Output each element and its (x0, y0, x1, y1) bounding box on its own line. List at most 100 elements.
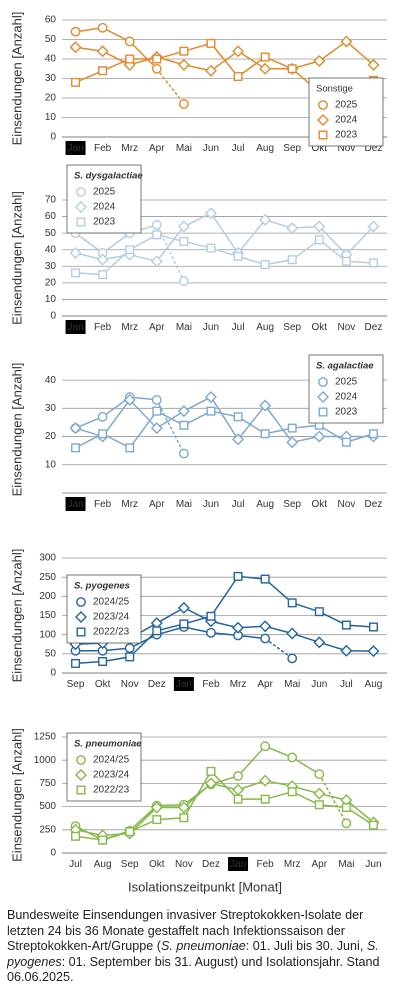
marker (98, 429, 108, 439)
legend-label: 2025 (93, 187, 116, 198)
marker (314, 800, 324, 810)
y-tick-label: 250 (39, 824, 56, 835)
x-tick-label: Aug (256, 499, 274, 510)
legend-label: 2023/24 (93, 612, 130, 623)
marker (286, 222, 299, 235)
y-tick-label: 50 (45, 648, 57, 659)
legend-label: 2023/24 (93, 770, 130, 781)
y-axis-label: Einsendungen [Anzahl] (9, 728, 24, 862)
marker (69, 41, 82, 54)
marker (69, 422, 82, 435)
marker (177, 601, 190, 614)
x-tick-label: Dez (365, 499, 383, 510)
marker (97, 411, 108, 422)
x-tick-label: Apr (149, 143, 165, 154)
y-tick-label: 10 (45, 112, 57, 123)
marker (259, 399, 272, 412)
caption-text: Bundesweite Einsendungen invasiver Strep… (7, 908, 364, 953)
legend-label: 2022/23 (93, 627, 130, 638)
legend-label: 2024 (335, 115, 358, 126)
legend-label: 2024/25 (93, 755, 130, 766)
x-tick-label: Feb (94, 143, 112, 154)
marker (287, 598, 297, 608)
marker (150, 422, 163, 435)
y-tick-label: 60 (45, 15, 57, 26)
x-tick-label: Mrz (121, 322, 138, 333)
marker (204, 64, 217, 77)
x-tick-label: Mai (284, 679, 300, 690)
x-tick-label: Nov (337, 322, 355, 333)
caption-text: : 01. September bis 31. August) und Isol… (7, 954, 380, 985)
x-tick-label: Jan (230, 859, 246, 870)
x-tick-label: Feb (94, 322, 112, 333)
y-tick-label: 1250 (34, 732, 57, 743)
marker (178, 448, 189, 459)
marker (75, 769, 87, 781)
marker (260, 429, 270, 439)
marker (233, 412, 243, 422)
series-line (75, 234, 374, 276)
x-tick-label: Aug (256, 322, 274, 333)
legend-label: 2023 (335, 130, 358, 141)
series-line (75, 27, 158, 70)
legend-label: 2024 (93, 202, 116, 213)
marker (76, 785, 86, 795)
marker (287, 64, 297, 74)
marker (152, 406, 162, 416)
marker (233, 571, 243, 581)
series-line (75, 770, 374, 841)
y-axis-label: Einsendungen [Anzahl] (9, 191, 24, 325)
series-line (75, 224, 158, 254)
x-tick-label: Jan (67, 322, 83, 333)
marker (179, 619, 189, 629)
marker (125, 652, 135, 662)
marker (260, 574, 270, 584)
marker (232, 45, 245, 58)
marker (125, 245, 135, 255)
x-tick-label: Feb (202, 679, 220, 690)
x-tick-label: Jun (365, 859, 381, 870)
x-tick-label: Dez (148, 679, 166, 690)
marker (123, 393, 136, 406)
x-tick-label: Okt (312, 322, 328, 333)
legend-label: 2023 (93, 217, 116, 228)
marker (206, 243, 216, 253)
x-tick-label: Nov (337, 143, 355, 154)
x-tick-label: Apr (149, 322, 165, 333)
marker (179, 813, 189, 823)
marker (151, 219, 162, 230)
marker (368, 820, 378, 830)
marker (98, 657, 108, 667)
y-tick-label: 20 (45, 277, 57, 288)
marker (233, 251, 243, 261)
y-tick-label: 150 (39, 610, 56, 621)
marker (124, 643, 135, 653)
x-tick-label: Sep (283, 499, 301, 510)
marker (152, 626, 162, 636)
marker (125, 443, 135, 453)
y-tick-label: 40 (45, 244, 57, 255)
marker (287, 787, 297, 797)
series-line (75, 40, 374, 72)
marker (259, 620, 272, 633)
marker (204, 391, 217, 404)
marker (232, 621, 245, 634)
marker (260, 741, 271, 752)
marker (318, 407, 328, 417)
marker (314, 235, 324, 245)
marker (286, 627, 299, 640)
legend-title: Sonstige (316, 84, 353, 95)
x-tick-label: Dez (202, 859, 220, 870)
y-tick-label: 20 (45, 431, 57, 442)
marker (76, 217, 86, 227)
legend-label: 2022/23 (93, 785, 130, 796)
marker (318, 100, 328, 110)
x-tick-label: Okt (149, 859, 165, 870)
marker (206, 611, 216, 621)
marker (318, 377, 328, 387)
legend-label: 2025 (335, 377, 358, 388)
marker (71, 831, 81, 841)
x-tick-label: Jul (69, 859, 82, 870)
y-tick-label: 300 (39, 553, 56, 564)
marker (75, 201, 87, 213)
